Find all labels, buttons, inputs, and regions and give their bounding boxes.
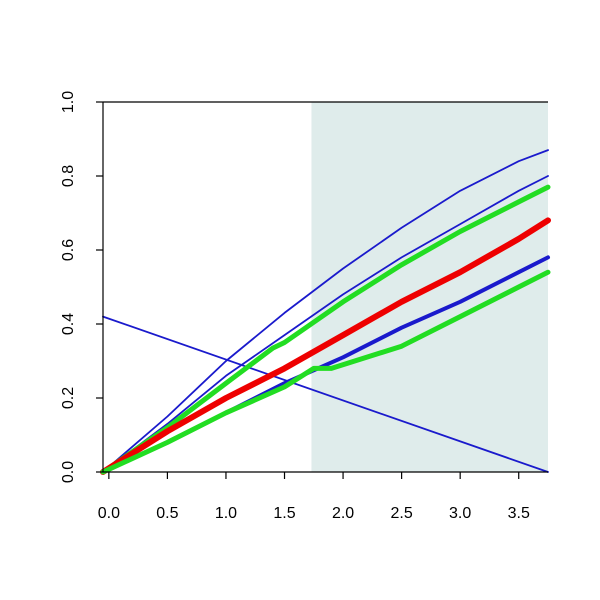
y-tick-label: 1.0 <box>60 91 77 113</box>
y-tick-label: 0.6 <box>60 239 77 261</box>
x-tick-label: 3.5 <box>508 505 530 522</box>
series-line-6 <box>100 217 551 475</box>
series-line-7 <box>100 269 551 475</box>
ticks-layer: 0.0 0.5 1.0 1.5 2.0 2.5 3.0 3.5 0.0 0.2 0.4 0.6 0.8 1… <box>60 91 530 522</box>
x-tick-label: 1.5 <box>273 505 295 522</box>
axes-layer <box>102 101 548 473</box>
x-tick-label: 3.0 <box>449 505 471 522</box>
series-line-1 <box>102 315 549 473</box>
series-line-2 <box>102 149 549 473</box>
series-line-5 <box>100 184 551 475</box>
x-tick-label: 2.5 <box>390 505 412 522</box>
x-tick-label: 0.0 <box>98 505 120 522</box>
x-tick-label: 0.5 <box>156 505 178 522</box>
y-tick-label: 0.0 <box>60 461 77 483</box>
y-tick-label: 0.8 <box>60 165 77 187</box>
x-tick-label: 2.0 <box>332 505 354 522</box>
series-line-3 <box>102 175 549 473</box>
y-tick-label: 0.4 <box>60 313 77 335</box>
series-layer <box>100 149 551 475</box>
x-tick-label: 1.0 <box>215 505 237 522</box>
y-tick-label: 0.2 <box>60 387 77 409</box>
